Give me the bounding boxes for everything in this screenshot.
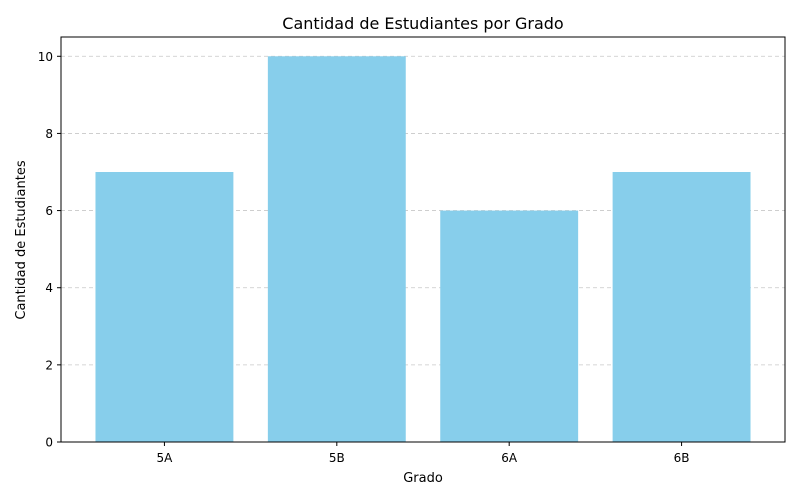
y-axis-label: Cantidad de Estudiantes xyxy=(14,160,29,319)
bar-5b xyxy=(267,56,406,443)
y-tick-label: 0 xyxy=(45,436,53,450)
bar-6a xyxy=(440,210,579,442)
x-axis-label: Grado xyxy=(403,471,443,486)
chart-title: Cantidad de Estudiantes por Grado xyxy=(282,14,563,33)
x-tick-label: 6B xyxy=(674,451,690,465)
bars-layer xyxy=(95,56,751,443)
bar-5a xyxy=(95,172,234,442)
y-tick-label: 10 xyxy=(38,50,53,64)
bar-6b xyxy=(612,172,751,442)
plot-frame xyxy=(60,36,786,443)
y-tick-label: 8 xyxy=(45,127,53,141)
x-tick-label: 6A xyxy=(501,451,518,465)
x-tick-label: 5B xyxy=(329,451,345,465)
y-tick-label: 2 xyxy=(45,358,53,372)
x-tick-label: 5A xyxy=(157,451,174,465)
y-tick-label: 6 xyxy=(45,204,53,218)
y-tick-label: 4 xyxy=(45,281,53,295)
axes-layer: 0 2 4 6 8 10 5A 5B 6A 6B xyxy=(38,36,786,465)
